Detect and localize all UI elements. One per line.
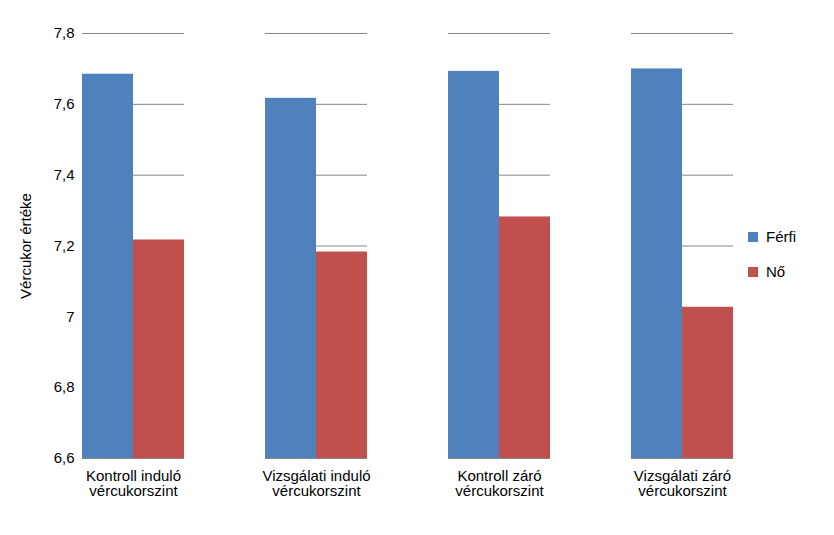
html-text:Férfi: Férfi (766, 228, 796, 245)
svg-text:Kontroll záróvércukorszint: Kontroll záróvércukorszint (455, 467, 544, 499)
svg-text:7,8: 7,8 (54, 24, 75, 41)
svg-text:6,6: 6,6 (54, 449, 75, 466)
svg-text:Vizsgálati indulóvércukorszint: Vizsgálati indulóvércukorszint (262, 467, 370, 499)
svg-text:7,6: 7,6 (54, 95, 75, 112)
svg-text:7,4: 7,4 (54, 166, 75, 183)
html-text:Nő: Nő (766, 263, 786, 280)
svg-text:7,2: 7,2 (54, 237, 75, 254)
svg-text:7: 7 (66, 308, 74, 325)
svg-text:6,8: 6,8 (54, 378, 75, 395)
svg-text:Vércukor értéke: Vércukor értéke (17, 193, 34, 299)
svg-text:Vizsgálati záróvércukorszint: Vizsgálati záróvércukorszint (634, 467, 731, 499)
svg-text:Kontroll indulóvércukorszint: Kontroll indulóvércukorszint (86, 467, 181, 499)
